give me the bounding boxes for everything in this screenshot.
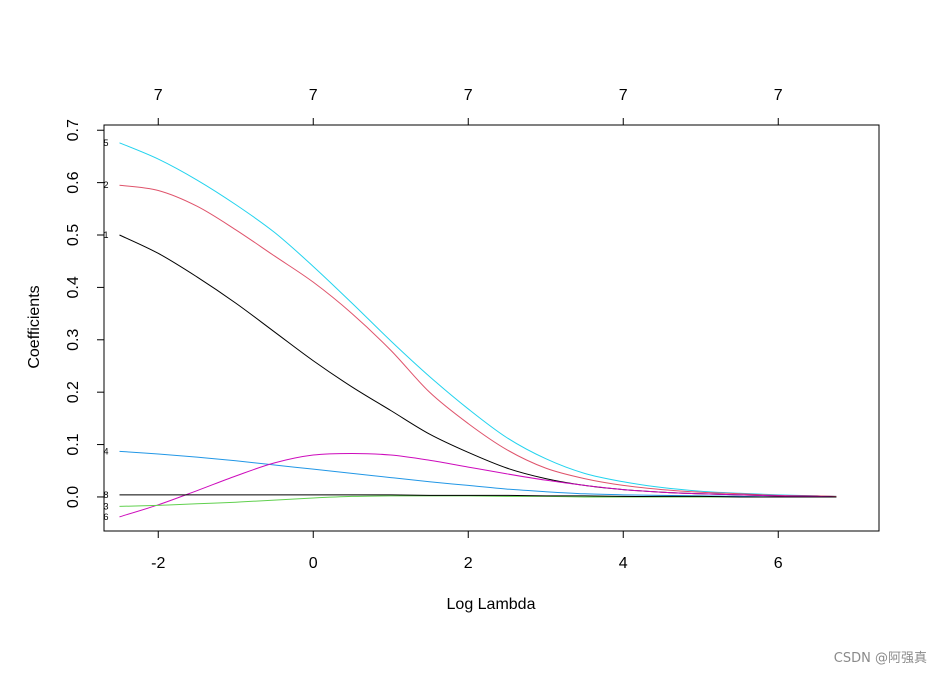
series-lines <box>119 142 837 518</box>
y-tick-label: 0.2 <box>65 381 82 403</box>
x-axis-title: Log Lambda <box>447 596 536 613</box>
top-tick-label: 7 <box>619 87 628 104</box>
series-labels: 5 2 1 4 638 <box>104 138 109 522</box>
x-tick-label: 4 <box>619 555 628 572</box>
series-label-6: 6 <box>104 512 109 522</box>
y-tick-label: 0.6 <box>65 171 82 193</box>
series-line-1 <box>119 234 837 498</box>
series-line-5 <box>119 142 837 497</box>
series-label-4: 4 <box>104 446 109 456</box>
x-tick-label: -2 <box>151 555 165 572</box>
series-label-8: 8 <box>104 490 109 500</box>
y-tick-label: 0.7 <box>65 119 82 141</box>
top-tick-label: 7 <box>309 87 318 104</box>
watermark: CSDN @阿强真 <box>833 651 927 666</box>
series-label-5: 5 <box>104 138 109 148</box>
top-tick-label: 7 <box>154 87 163 104</box>
y-tick-label: 0.0 <box>65 486 82 508</box>
series-label-1: 1 <box>104 230 109 240</box>
y-tick-label: 0.5 <box>65 224 82 246</box>
y-tick-label: 0.3 <box>65 329 82 351</box>
series-line-2 <box>119 184 837 497</box>
series-line-6 <box>119 452 837 518</box>
series-line-8 <box>119 494 837 498</box>
series-label-3: 3 <box>104 501 109 511</box>
plot-frame <box>103 124 880 532</box>
x-tick-label: 0 <box>309 555 318 572</box>
top-tick-label: 7 <box>774 87 783 104</box>
y-tick-label: 0.4 <box>65 276 82 298</box>
y-axis-title: Coefficients <box>26 285 43 368</box>
y-tick-label: 0.1 <box>65 433 82 455</box>
y-axis: 0.0 0.1 0.2 0.3 0.4 0.5 0.6 0.7 <box>65 119 104 508</box>
x-tick-label: 2 <box>464 555 473 572</box>
top-axis: 7 7 7 7 7 <box>154 87 783 125</box>
series-line-4 <box>119 450 837 498</box>
series-line-3 <box>119 495 837 507</box>
top-tick-label: 7 <box>464 87 473 104</box>
x-axis: -2 0 2 4 6 <box>151 531 783 572</box>
x-tick-label: 6 <box>774 555 783 572</box>
series-label-2: 2 <box>104 180 109 190</box>
